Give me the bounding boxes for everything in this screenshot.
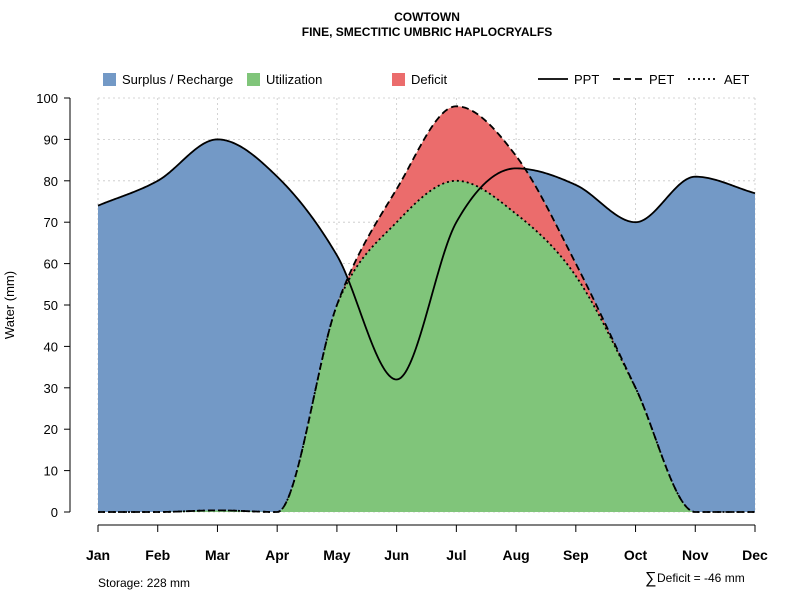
y-tick-label: 60 bbox=[44, 257, 58, 272]
y-axis-label: Water (mm) bbox=[2, 271, 17, 339]
x-tick-label: Jan bbox=[86, 547, 110, 563]
y-tick-label: 70 bbox=[44, 215, 58, 230]
x-tick-label: Aug bbox=[502, 547, 529, 563]
legend-label: Surplus / Recharge bbox=[122, 72, 233, 87]
y-tick-label: 40 bbox=[44, 339, 58, 354]
legend-label: Deficit bbox=[411, 72, 448, 87]
x-tick-label: Mar bbox=[205, 547, 230, 563]
deficit-note: Deficit = -46 mm bbox=[657, 571, 745, 585]
chart-title: COWTOWN bbox=[394, 10, 460, 24]
y-tick-label: 10 bbox=[44, 464, 58, 479]
x-tick-label: Nov bbox=[682, 547, 709, 563]
y-tick-label: 80 bbox=[44, 174, 58, 189]
x-tick-label: May bbox=[323, 547, 350, 563]
x-tick-label: Oct bbox=[624, 547, 648, 563]
legend-label: AET bbox=[724, 72, 749, 87]
legend-label: PET bbox=[649, 72, 674, 87]
x-tick-label: Dec bbox=[742, 547, 768, 563]
utilization-area bbox=[98, 106, 755, 512]
legend-swatch bbox=[247, 73, 260, 86]
axes: 0 10 20 30 40 50 60 70 80 90 100 Jan Feb Mar Apr May Jun… bbox=[36, 91, 768, 563]
legend-label: Utilization bbox=[266, 72, 322, 87]
area-layers bbox=[98, 106, 755, 512]
y-tick-label: 90 bbox=[44, 132, 58, 147]
storage-note: Storage: 228 mm bbox=[98, 576, 190, 590]
legend-label: PPT bbox=[574, 72, 599, 87]
deficit-area bbox=[98, 106, 755, 512]
deficit-sum-symbol: ∑ bbox=[645, 570, 656, 587]
x-tick-label: Sep bbox=[563, 547, 589, 563]
y-tick-label: 100 bbox=[36, 91, 58, 106]
x-tick-label: Jul bbox=[446, 547, 466, 563]
x-tick-label: Apr bbox=[265, 547, 290, 563]
y-tick-label: 30 bbox=[44, 381, 58, 396]
series-lines bbox=[97, 105, 756, 513]
series-line-pet bbox=[98, 105, 755, 513]
x-tick-label: Feb bbox=[145, 547, 170, 563]
y-tick-label: 50 bbox=[44, 298, 58, 313]
legend: Surplus / Recharge Utilization Deficit PPT P… bbox=[103, 72, 749, 87]
series-line-aet bbox=[98, 179, 755, 513]
x-tick-label: Jun bbox=[384, 547, 409, 563]
y-tick-label: 20 bbox=[44, 422, 58, 437]
legend-swatch bbox=[103, 73, 116, 86]
series-line-ppt bbox=[97, 138, 756, 381]
y-tick-label: 0 bbox=[51, 505, 58, 520]
chart-subtitle: FINE, SMECTITIC UMBRIC HAPLOCRYALFS bbox=[302, 25, 552, 39]
legend-swatch bbox=[392, 73, 405, 86]
